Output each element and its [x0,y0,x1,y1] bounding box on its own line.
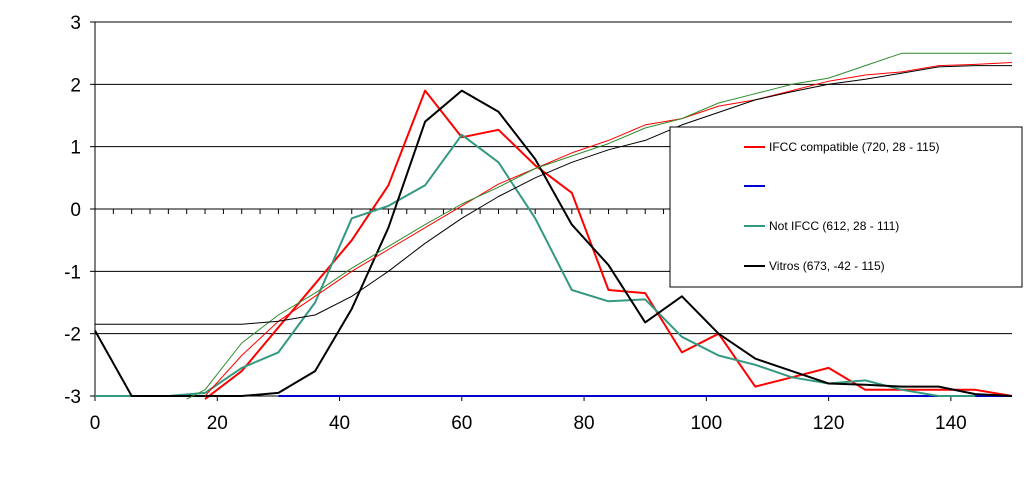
legend-label-not-ifcc: Not IFCC (612, 28 - 111) [769,219,899,233]
x-tick-label: 20 [207,413,228,434]
series-line-frequency-0 [204,89,1013,400]
x-tick-label: 40 [329,413,350,434]
series-lines [94,52,1013,400]
x-tick-label: 60 [451,413,472,434]
legend-label-ifcc-compatible: IFCC compatible (720, 28 - 115) [769,140,940,154]
series-line-cumulative-6 [95,65,1012,325]
x-tick-label: 140 [935,413,967,434]
tick-labels: -3 -2 -1 0 1 2 3 0 20 40 60 80 100 120 140 [64,13,967,434]
x-tick-label: 80 [573,413,594,434]
y-tick-label: 3 [70,13,81,34]
legend: IFCC compatible (720, 28 - 115) Not IFCC… [669,126,1023,288]
x-tick-label: 0 [90,413,101,434]
y-tick-label: -2 [64,325,81,346]
series-line-frequency-3 [94,89,1013,397]
legend-box [669,126,1023,288]
y-tick-label: 2 [70,75,81,96]
y-tick-label: 0 [70,200,81,221]
grid-lines [95,21,1012,397]
y-tick-label: -1 [64,262,81,283]
series-line-cumulative-5 [186,52,1012,400]
x-tick-label: 120 [813,413,845,434]
legend-label-vitros: Vitros (673, -42 - 115) [769,259,885,273]
x-tick-label: 100 [690,413,722,434]
series-line-cumulative-4 [204,62,1013,397]
y-tick-label: -3 [64,387,81,408]
y-tick-label: 1 [70,138,81,159]
